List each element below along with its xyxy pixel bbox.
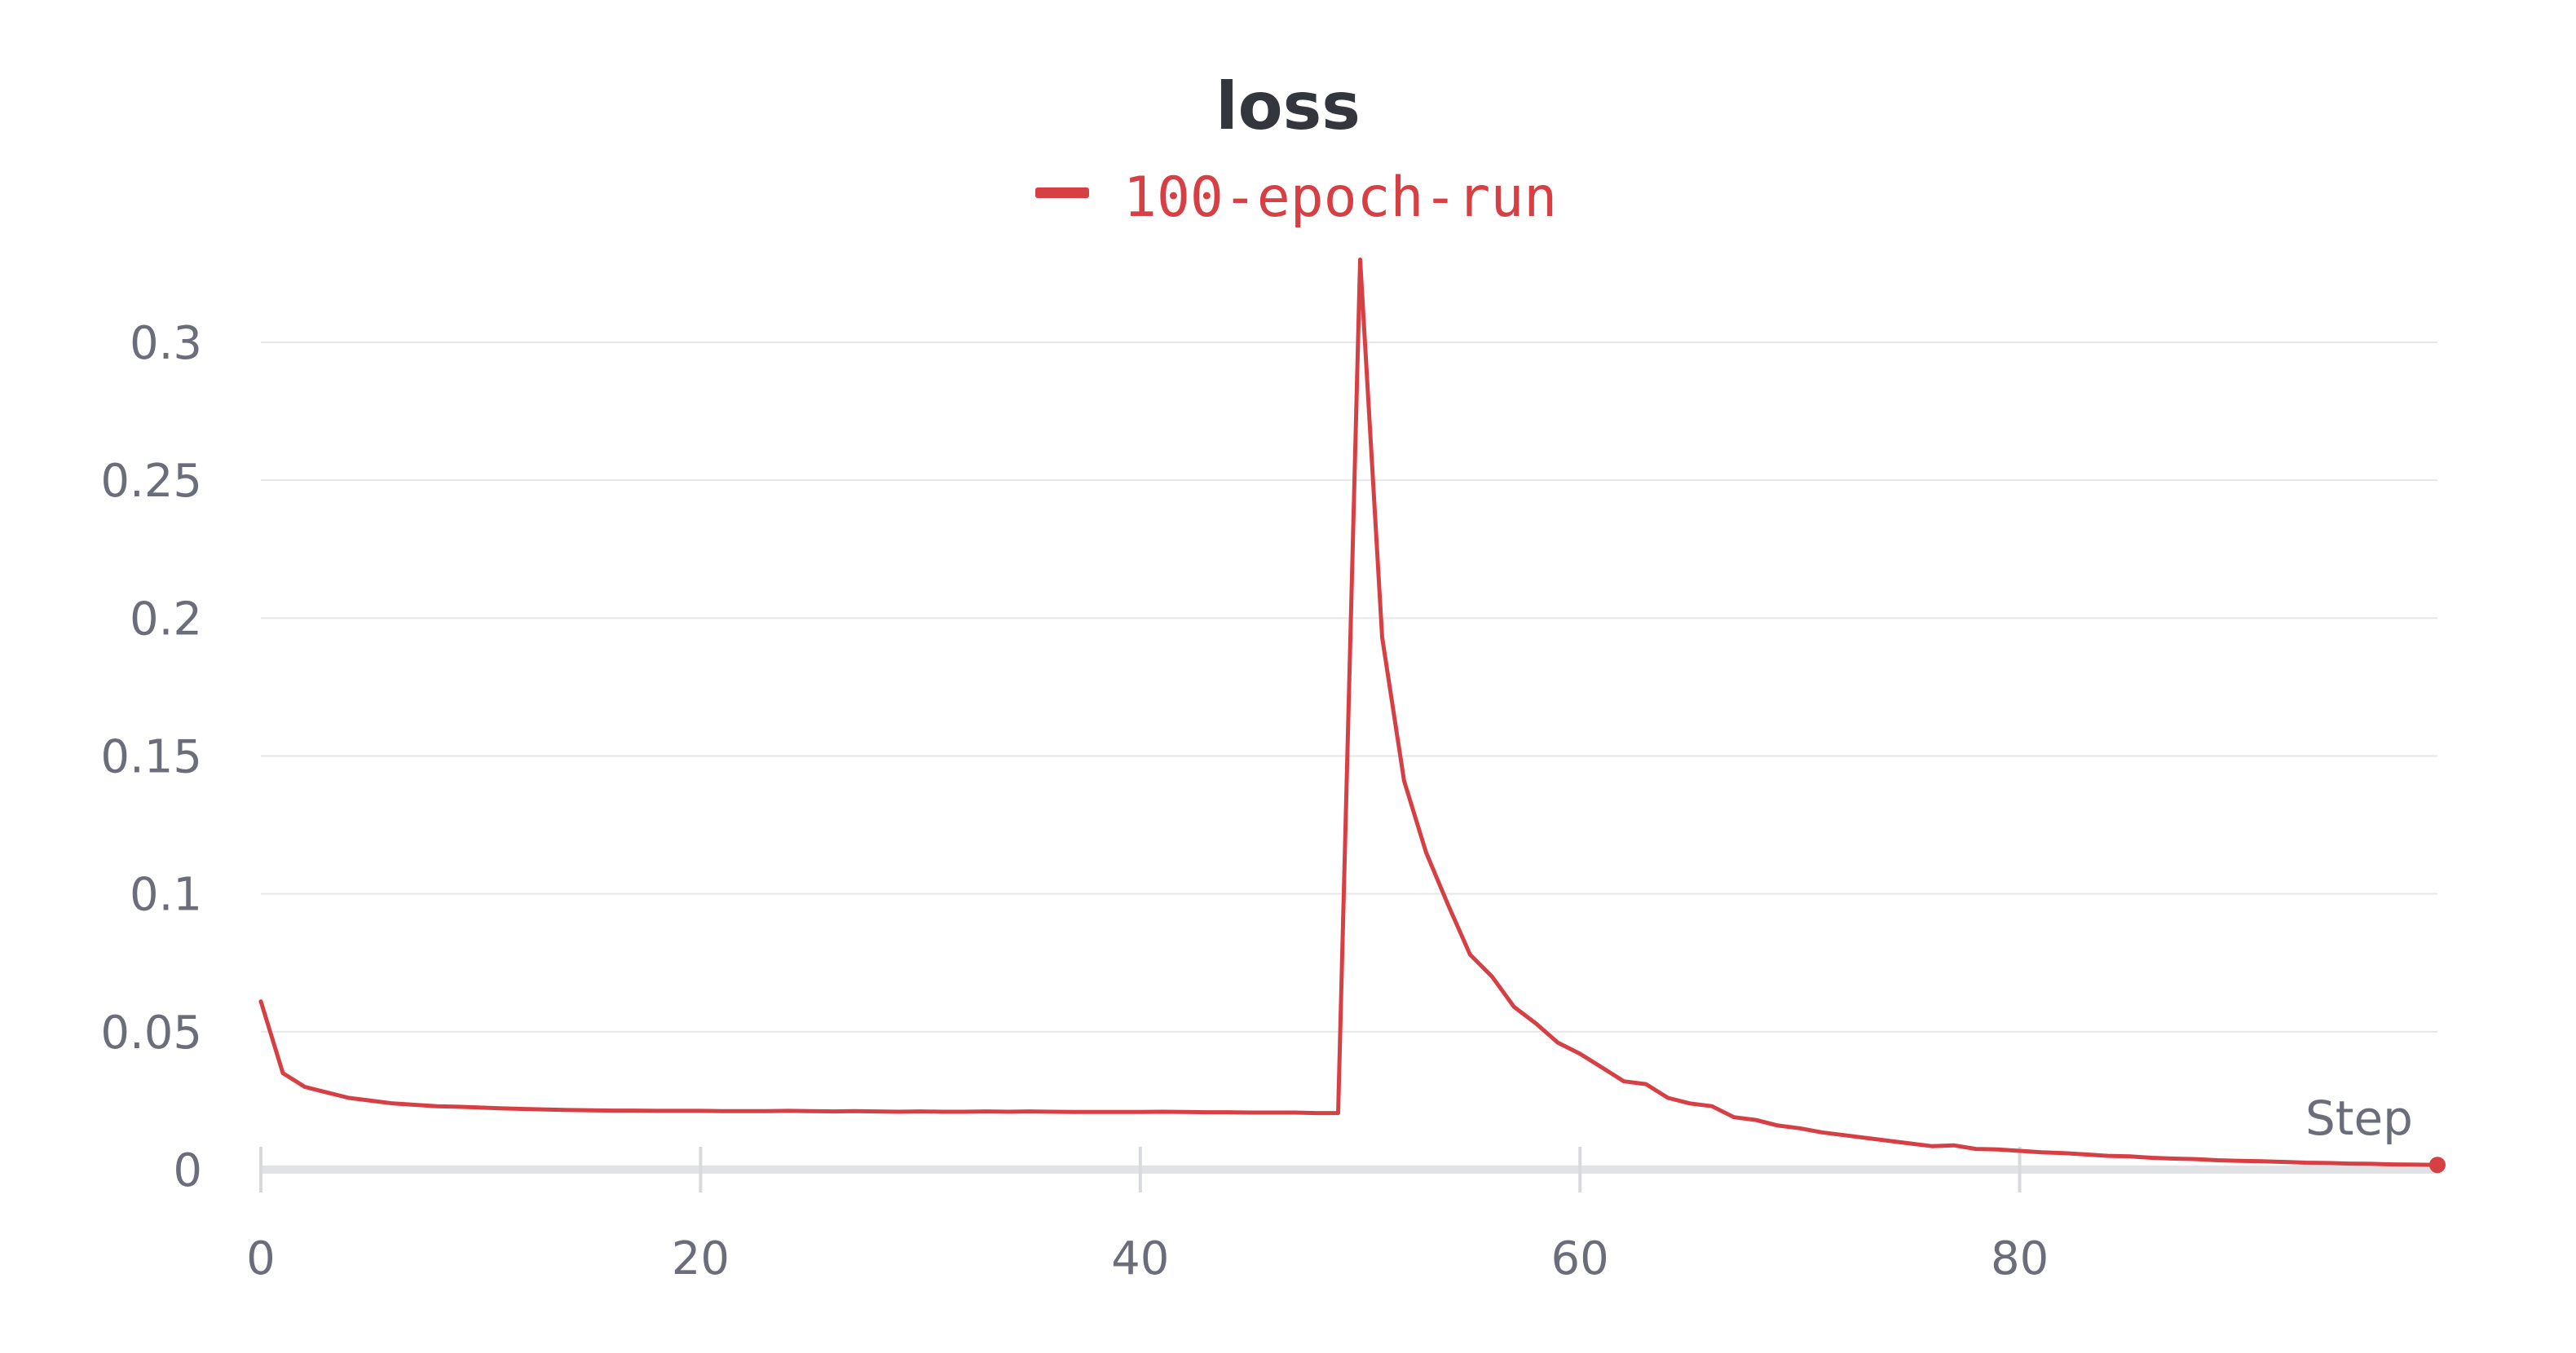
- y-tick-label: 0.15: [100, 731, 202, 784]
- y-tick-label: 0: [173, 1144, 202, 1197]
- chart-title: loss: [1215, 68, 1361, 144]
- y-tick-label: 0.1: [130, 869, 202, 922]
- x-tick-label: 60: [1551, 1232, 1609, 1285]
- y-tick-label: 0.05: [100, 1007, 202, 1060]
- x-tick-label: 20: [672, 1232, 730, 1285]
- series-line-100-epoch-run[interactable]: [258, 258, 2440, 1167]
- series-endpoint-marker[interactable]: [2429, 1157, 2446, 1174]
- x-axis: 0 20 40 60 80: [246, 1147, 2437, 1285]
- y-tick-label: 0.3: [130, 317, 202, 370]
- legend[interactable]: 100-epoch-run: [1035, 165, 1557, 230]
- y-tick-label: 0.25: [100, 455, 202, 508]
- y-axis-ticks: 0 0.05 0.1 0.15 0.2 0.25 0.3: [100, 317, 202, 1197]
- legend-label-100-epoch-run: 100-epoch-run: [1123, 165, 1557, 230]
- x-tick-label: 0: [246, 1232, 276, 1285]
- legend-swatch: [1035, 187, 1089, 198]
- series-layer[interactable]: [258, 258, 2446, 1174]
- y-tick-label: 0.2: [130, 593, 202, 646]
- x-axis-label: Step: [2305, 1091, 2413, 1146]
- x-tick-label: 80: [1991, 1232, 2049, 1285]
- x-tick-label: 40: [1111, 1232, 1169, 1285]
